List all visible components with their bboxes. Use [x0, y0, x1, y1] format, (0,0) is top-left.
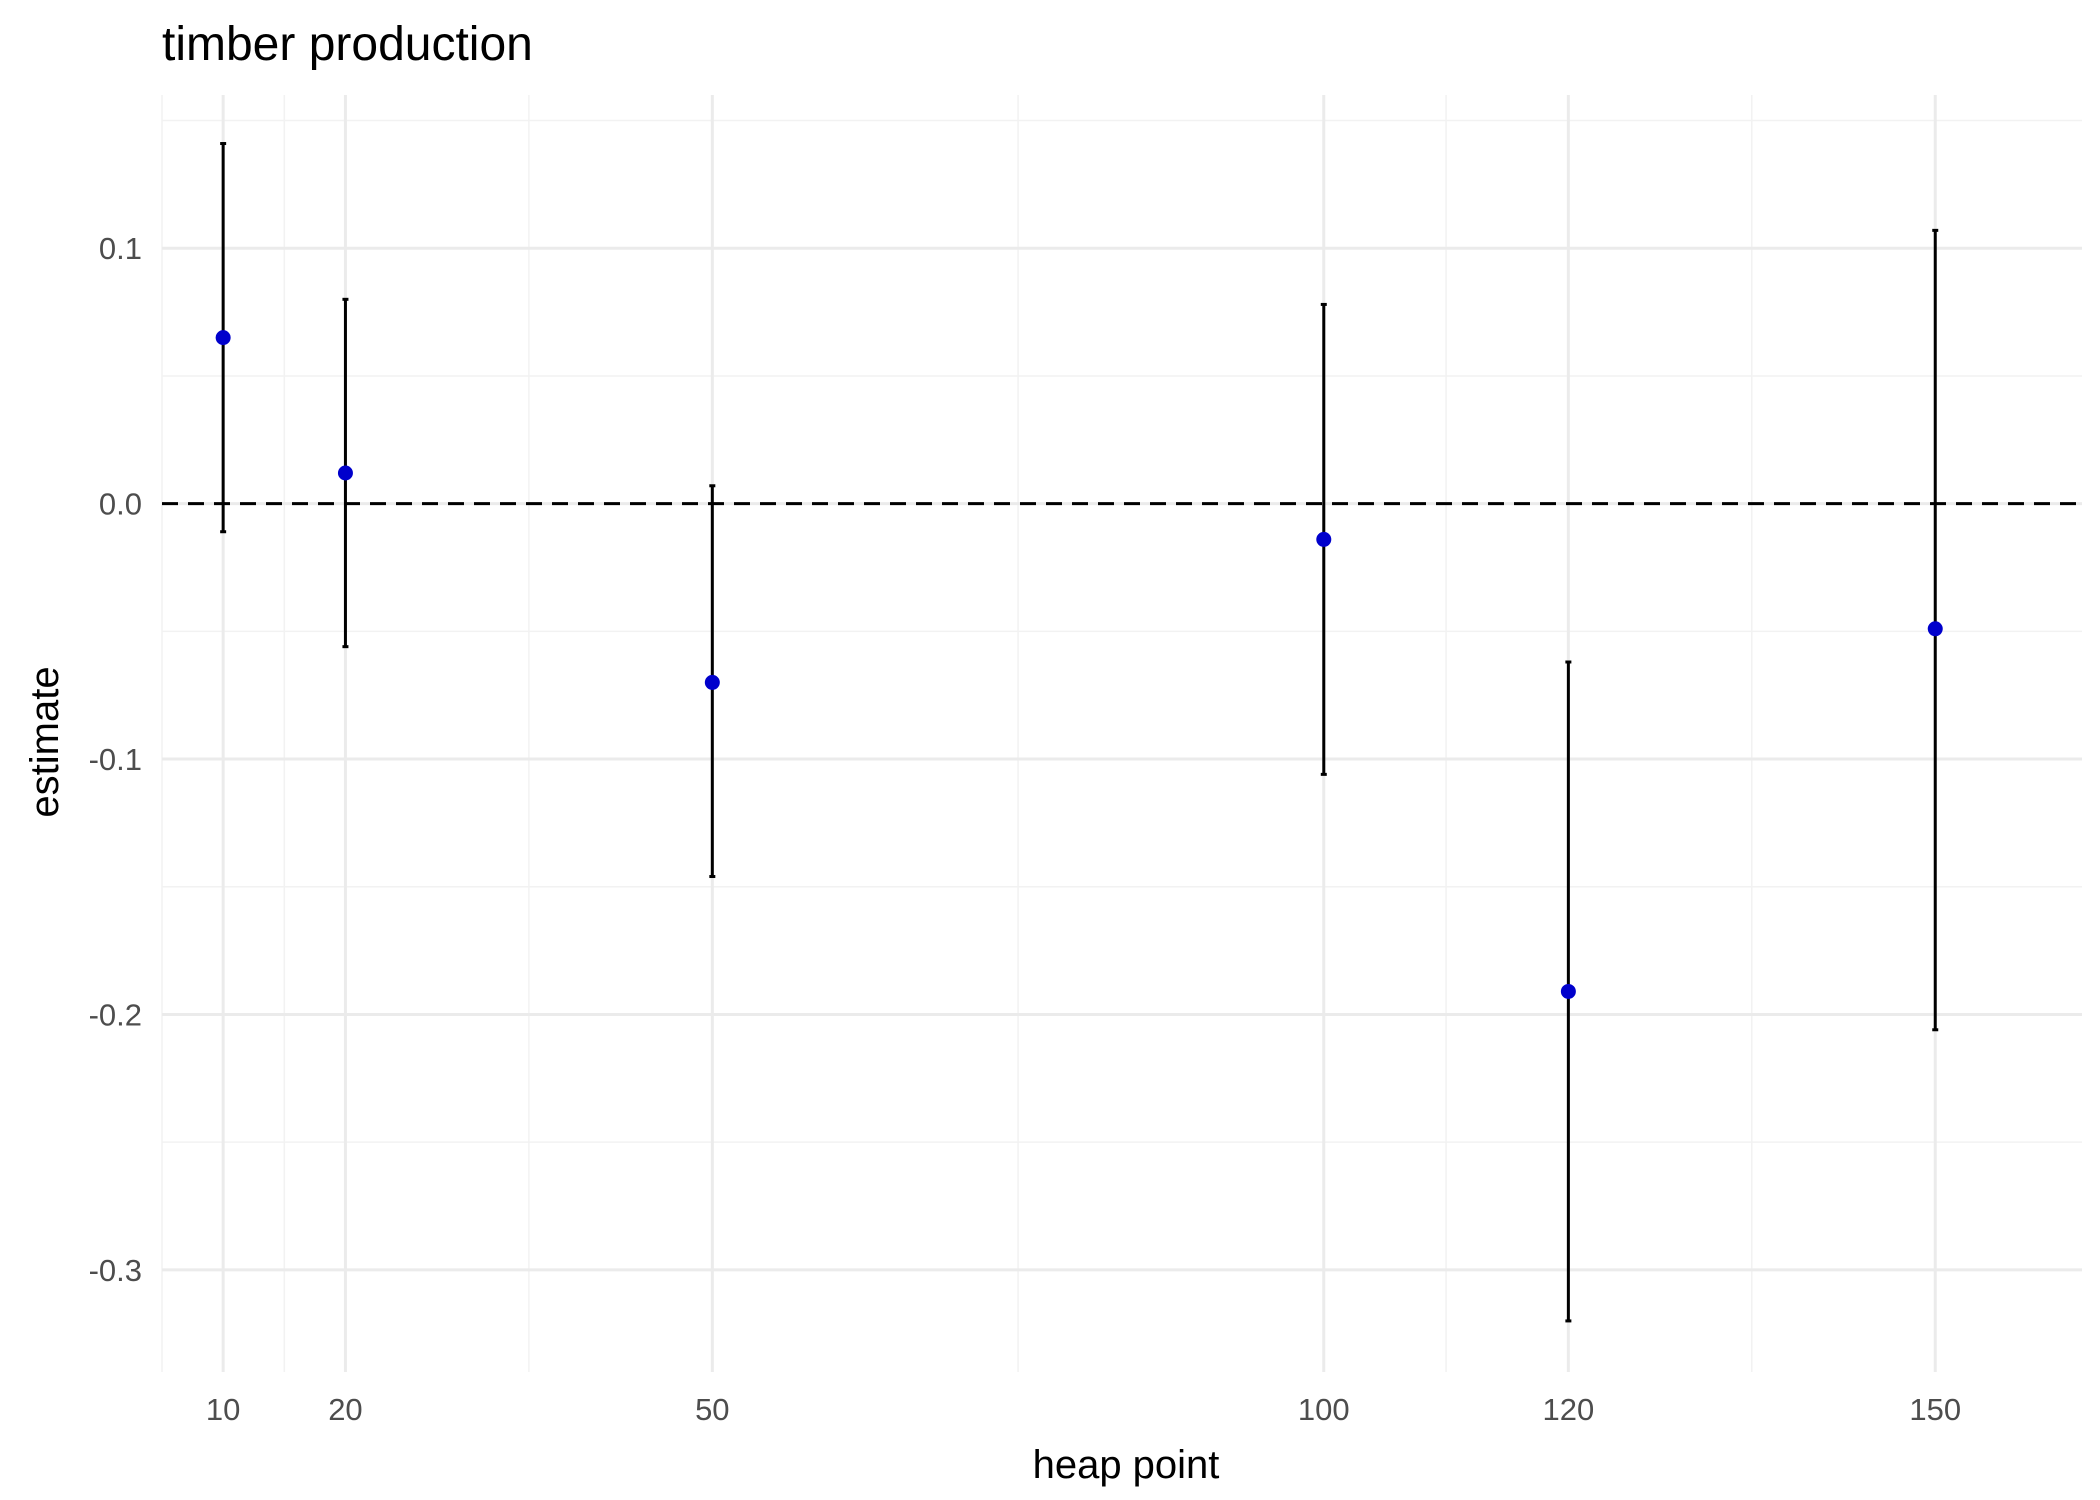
x-tick-label: 120	[1543, 1392, 1595, 1427]
minor-gridlines	[161, 95, 2082, 1372]
y-axis-title: estimate	[23, 666, 67, 817]
y-tick-label: 0.1	[99, 231, 142, 266]
chart-title: timber production	[162, 18, 533, 71]
estimate-point	[337, 465, 353, 481]
x-tick-label: 100	[1298, 1392, 1350, 1427]
x-axis-tick-labels: 10 20 50 100 120 150	[206, 1392, 1961, 1427]
x-tick-label: 50	[695, 1392, 729, 1427]
estimate-point	[215, 330, 231, 346]
error-bars	[220, 142, 1939, 1323]
major-gridlines	[162, 95, 2082, 1372]
y-tick-label: -0.3	[89, 1253, 142, 1288]
estimate-point	[704, 674, 720, 690]
y-axis-tick-labels: 0.1 0.0 -0.1 -0.2 -0.3	[89, 231, 142, 1288]
estimate-points	[215, 330, 1943, 999]
x-tick-label: 10	[206, 1392, 240, 1427]
estimate-point	[1316, 531, 1332, 547]
x-axis-title: heap point	[1033, 1443, 1220, 1487]
estimate-point	[1560, 983, 1576, 999]
y-tick-label: -0.2	[89, 997, 142, 1032]
y-tick-label: -0.1	[89, 742, 142, 777]
estimate-point	[1927, 621, 1943, 637]
x-tick-label: 150	[1909, 1392, 1961, 1427]
y-tick-label: 0.0	[99, 487, 142, 522]
x-tick-label: 20	[328, 1392, 362, 1427]
